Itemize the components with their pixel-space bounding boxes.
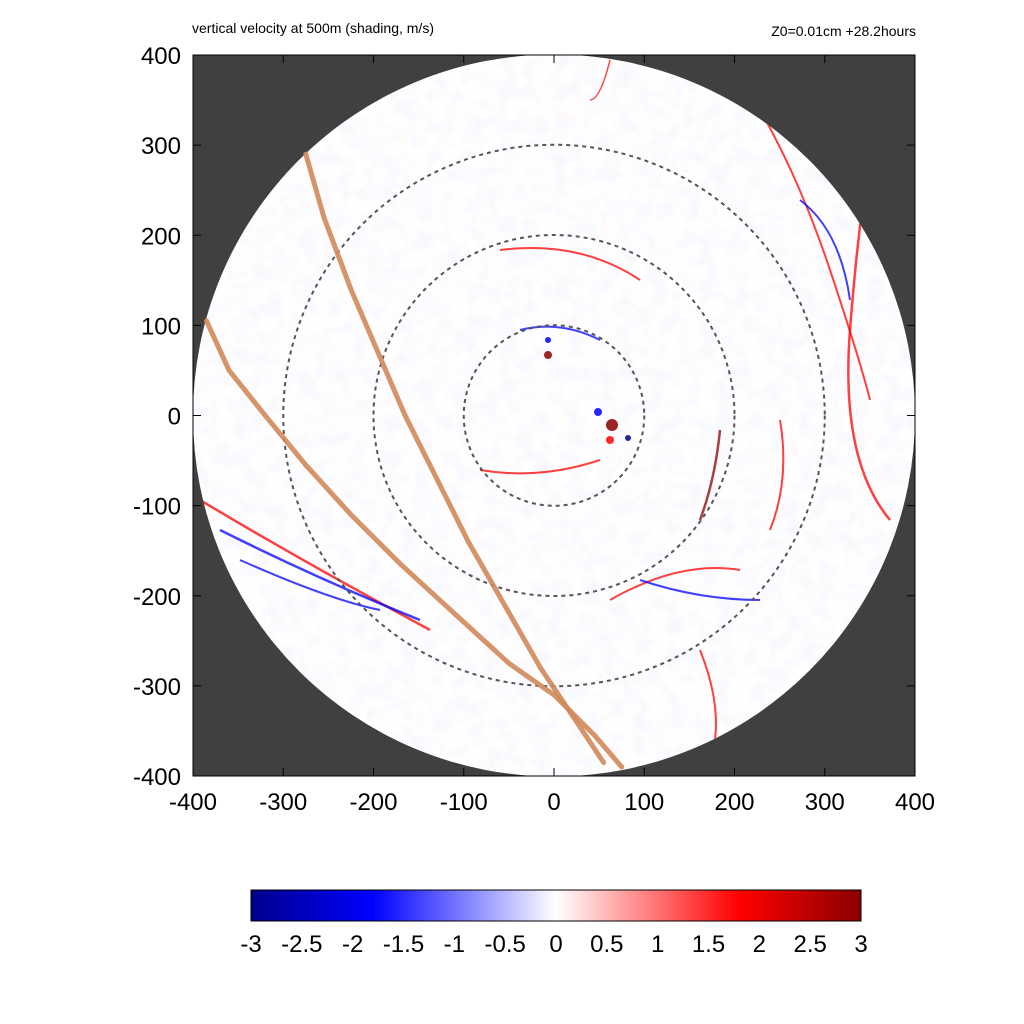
velocity-core: [544, 351, 552, 359]
storm-track-line-1: [303, 151, 607, 765]
x-tick-label: 0: [547, 789, 560, 816]
velocity-streak: [759, 109, 871, 401]
velocity-core: [606, 419, 618, 431]
y-tick-label: 0: [168, 404, 181, 431]
y-tick-label: 100: [141, 313, 181, 340]
velocity-streak: [199, 498, 431, 632]
velocity-streak: [239, 559, 381, 611]
x-tick-label: -300: [259, 789, 307, 816]
velocity-streak: [519, 325, 601, 341]
plot-area: [193, 55, 915, 776]
y-tick-label: -200: [133, 584, 181, 611]
x-tick-label: -400: [169, 789, 217, 816]
y-tick-label: 200: [141, 223, 181, 250]
colorbar-tick-label: -3: [240, 931, 261, 958]
colorbar-tick-label: 2: [753, 931, 766, 958]
run-info-label: Z0=0.01cm +28.2hours: [771, 23, 916, 39]
y-tick-label: -400: [133, 764, 181, 791]
colorbar-tick-label: -2: [342, 931, 363, 958]
colorbar-tick-label: -1: [444, 931, 465, 958]
velocity-core: [606, 436, 614, 444]
x-tick-label: 400: [895, 789, 935, 816]
velocity-streak: [499, 247, 641, 281]
velocity-field: [193, 55, 915, 776]
chart-title: vertical velocity at 500m (shading, m/s): [192, 20, 434, 36]
velocity-core: [625, 435, 631, 441]
y-tick-label: 300: [141, 133, 181, 160]
velocity-core: [594, 408, 602, 416]
velocity-streak: [219, 528, 421, 622]
y-tick-label: 400: [141, 43, 181, 70]
velocity-streak: [589, 59, 611, 101]
y-axis: -400 -300 -200 -100 0 100 200 300 400: [133, 43, 915, 791]
velocity-streak: [639, 579, 761, 601]
storm-track-line-2: [204, 318, 625, 770]
velocity-streak: [479, 459, 601, 475]
colorbar-tick-label: 0.5: [590, 931, 623, 958]
colorbar-gradient: [250, 889, 862, 922]
colorbar-tick-label: 1: [651, 931, 664, 958]
velocity-streak: [699, 649, 717, 741]
colorbar-tick-label: 3: [854, 931, 867, 958]
velocity-streak: [799, 199, 851, 301]
velocity-core: [545, 337, 551, 343]
colorbar: -3 -2.5 -2 -1.5 -1 -0.5 0 0.5 1 1.5 2 2.5 3: [240, 889, 868, 958]
velocity-streak: [609, 567, 741, 601]
colorbar-tick-label: -0.5: [484, 931, 525, 958]
x-tick-label: -100: [440, 789, 488, 816]
colorbar-tick-label: 1.5: [692, 931, 725, 958]
range-ring-200: [372, 234, 736, 597]
range-ring-100: [462, 324, 646, 507]
velocity-streak: [769, 419, 785, 531]
x-tick-label: -200: [349, 789, 397, 816]
y-tick-label: -300: [133, 674, 181, 701]
colorbar-tick-label: -1.5: [383, 931, 424, 958]
x-axis: -400 -300 -200 -100 0 100 200 300 400: [169, 55, 935, 816]
velocity-streak: [698, 429, 722, 521]
x-tick-label: 100: [624, 789, 664, 816]
x-tick-label: 300: [805, 789, 845, 816]
x-tick-label: 200: [714, 789, 754, 816]
y-tick-label: -100: [133, 494, 181, 521]
colorbar-tick-label: -2.5: [281, 931, 322, 958]
colorbar-tick-label: 0: [549, 931, 562, 958]
colorbar-tick-label: 2.5: [793, 931, 826, 958]
